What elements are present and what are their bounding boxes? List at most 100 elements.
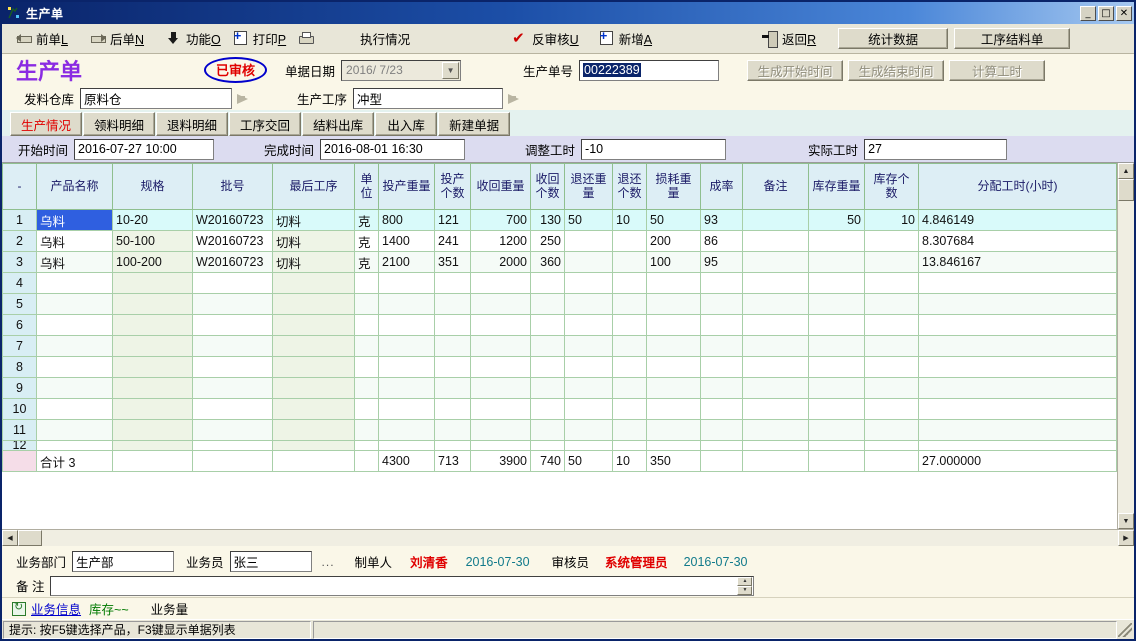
row-number[interactable]: 11 bbox=[2, 419, 37, 441]
maximize-button[interactable]: □ bbox=[1098, 5, 1114, 21]
cell-allocated-hours[interactable] bbox=[918, 377, 1117, 399]
cell-yield-rate[interactable]: 95 bbox=[700, 251, 743, 273]
cell-spec[interactable]: 100-200 bbox=[112, 251, 193, 273]
row-number[interactable]: 12 bbox=[2, 440, 37, 451]
cell-stock-count[interactable] bbox=[864, 377, 919, 399]
cell-batch[interactable] bbox=[192, 398, 273, 420]
cell-unit[interactable] bbox=[354, 272, 379, 294]
vscroll-track[interactable] bbox=[1117, 201, 1134, 513]
row-number[interactable]: 4 bbox=[2, 272, 37, 294]
biz-volume-link[interactable]: 业务量 bbox=[150, 603, 189, 617]
toolbar-back[interactable]: 返回R bbox=[756, 26, 822, 52]
cell-spec[interactable] bbox=[112, 314, 193, 336]
cell-returned-weight[interactable] bbox=[564, 314, 613, 336]
tab-return-detail[interactable]: 退料明细 bbox=[156, 112, 229, 136]
scroll-up-button[interactable]: ▲ bbox=[1117, 163, 1134, 179]
col-returned-count[interactable]: 退还个数 bbox=[612, 163, 647, 210]
warehouse-input[interactable]: 原料仓 bbox=[80, 87, 233, 109]
cell-input-count[interactable] bbox=[434, 440, 471, 451]
cell-recovered-weight[interactable] bbox=[470, 419, 531, 441]
cell-batch[interactable] bbox=[192, 314, 273, 336]
cell-batch[interactable] bbox=[192, 377, 273, 399]
cell-remark[interactable] bbox=[742, 272, 809, 294]
cell-recovered-weight[interactable]: 700 bbox=[470, 209, 531, 231]
cell-recovered-count[interactable] bbox=[530, 398, 565, 420]
cell-yield-rate[interactable] bbox=[700, 356, 743, 378]
cell-yield-rate[interactable] bbox=[700, 314, 743, 336]
cell-remark[interactable] bbox=[742, 440, 809, 451]
cell-unit[interactable] bbox=[354, 440, 379, 451]
chevron-down-icon[interactable]: ▼ bbox=[442, 61, 460, 79]
scroll-left-button[interactable]: ◀ bbox=[2, 530, 18, 546]
toolbar-print[interactable]: 打印P bbox=[227, 26, 292, 52]
cell-spec[interactable] bbox=[112, 398, 193, 420]
cell-batch[interactable] bbox=[192, 293, 273, 315]
tab-in-out-stock[interactable]: 出入库 bbox=[375, 112, 438, 136]
cell-recovered-count[interactable] bbox=[530, 272, 565, 294]
cell-last-process[interactable] bbox=[272, 398, 355, 420]
cell-stock-count[interactable] bbox=[864, 419, 919, 441]
cell-stock-weight[interactable] bbox=[808, 272, 865, 294]
cell-last-process[interactable] bbox=[272, 440, 355, 451]
memo-spin-down-icon[interactable]: ▼ bbox=[737, 585, 753, 595]
col-stock-weight[interactable]: 库存重量 bbox=[808, 163, 865, 210]
cell-allocated-hours[interactable] bbox=[918, 440, 1117, 451]
cell-input-count[interactable] bbox=[434, 335, 471, 357]
calc-hours-button[interactable]: 计算工时 bbox=[949, 59, 1046, 81]
cell-returned-count[interactable] bbox=[612, 314, 647, 336]
cell-allocated-hours[interactable] bbox=[918, 398, 1117, 420]
cell-input-weight[interactable]: 1400 bbox=[378, 230, 435, 252]
tab-process-handback[interactable]: 工序交回 bbox=[229, 112, 302, 136]
cell-unit[interactable] bbox=[354, 398, 379, 420]
cell-loss-weight[interactable]: 50 bbox=[646, 209, 701, 231]
cell-product-name[interactable] bbox=[36, 293, 113, 315]
cell-recovered-count[interactable] bbox=[530, 314, 565, 336]
cell-spec[interactable] bbox=[112, 293, 193, 315]
cell-returned-weight[interactable] bbox=[564, 230, 613, 252]
cell-stock-count[interactable] bbox=[864, 230, 919, 252]
cell-product-name[interactable] bbox=[36, 272, 113, 294]
cell-input-count[interactable] bbox=[434, 377, 471, 399]
cell-recovered-weight[interactable] bbox=[470, 335, 531, 357]
cell-yield-rate[interactable] bbox=[700, 335, 743, 357]
cell-product-name[interactable] bbox=[36, 377, 113, 399]
toolbar-unaudit[interactable]: 反审核U bbox=[506, 26, 585, 52]
cell-input-count[interactable] bbox=[434, 314, 471, 336]
cell-input-weight[interactable] bbox=[378, 272, 435, 294]
cell-allocated-hours[interactable]: 13.846167 bbox=[918, 251, 1117, 273]
stat-data-button[interactable]: 统计数据 bbox=[838, 28, 949, 49]
cell-recovered-weight[interactable]: 1200 bbox=[470, 230, 531, 252]
cell-spec[interactable] bbox=[112, 356, 193, 378]
generate-start-time-button[interactable]: 生成开始时间 bbox=[747, 59, 844, 81]
cell-remark[interactable] bbox=[742, 419, 809, 441]
adjust-hours-input[interactable]: -10 bbox=[581, 138, 727, 160]
cell-stock-weight[interactable] bbox=[808, 356, 865, 378]
col-input-count[interactable]: 投产个数 bbox=[434, 163, 471, 210]
cell-input-weight[interactable] bbox=[378, 440, 435, 451]
cell-loss-weight[interactable] bbox=[646, 293, 701, 315]
cell-input-weight[interactable] bbox=[378, 398, 435, 420]
cell-returned-count[interactable] bbox=[612, 230, 647, 252]
cell-loss-weight[interactable] bbox=[646, 377, 701, 399]
cell-product-name[interactable] bbox=[36, 419, 113, 441]
cell-returned-weight[interactable] bbox=[564, 440, 613, 451]
cell-returned-weight[interactable] bbox=[564, 419, 613, 441]
cell-returned-count[interactable] bbox=[612, 398, 647, 420]
cell-unit[interactable] bbox=[354, 335, 379, 357]
row-number[interactable]: 2 bbox=[2, 230, 37, 252]
cell-unit[interactable]: 克 bbox=[354, 251, 379, 273]
cell-recovered-weight[interactable] bbox=[470, 356, 531, 378]
cell-returned-count[interactable] bbox=[612, 440, 647, 451]
cell-input-weight[interactable]: 800 bbox=[378, 209, 435, 231]
actual-hours-input[interactable]: 27 bbox=[864, 138, 1008, 160]
cell-allocated-hours[interactable] bbox=[918, 293, 1117, 315]
cell-last-process[interactable] bbox=[272, 356, 355, 378]
cell-spec[interactable] bbox=[112, 419, 193, 441]
col-recovered-count[interactable]: 收回个数 bbox=[530, 163, 565, 210]
cell-input-count[interactable] bbox=[434, 272, 471, 294]
cell-product-name[interactable] bbox=[36, 356, 113, 378]
cell-input-weight[interactable] bbox=[378, 419, 435, 441]
cell-batch[interactable] bbox=[192, 335, 273, 357]
cell-remark[interactable] bbox=[742, 356, 809, 378]
cell-spec[interactable] bbox=[112, 440, 193, 451]
